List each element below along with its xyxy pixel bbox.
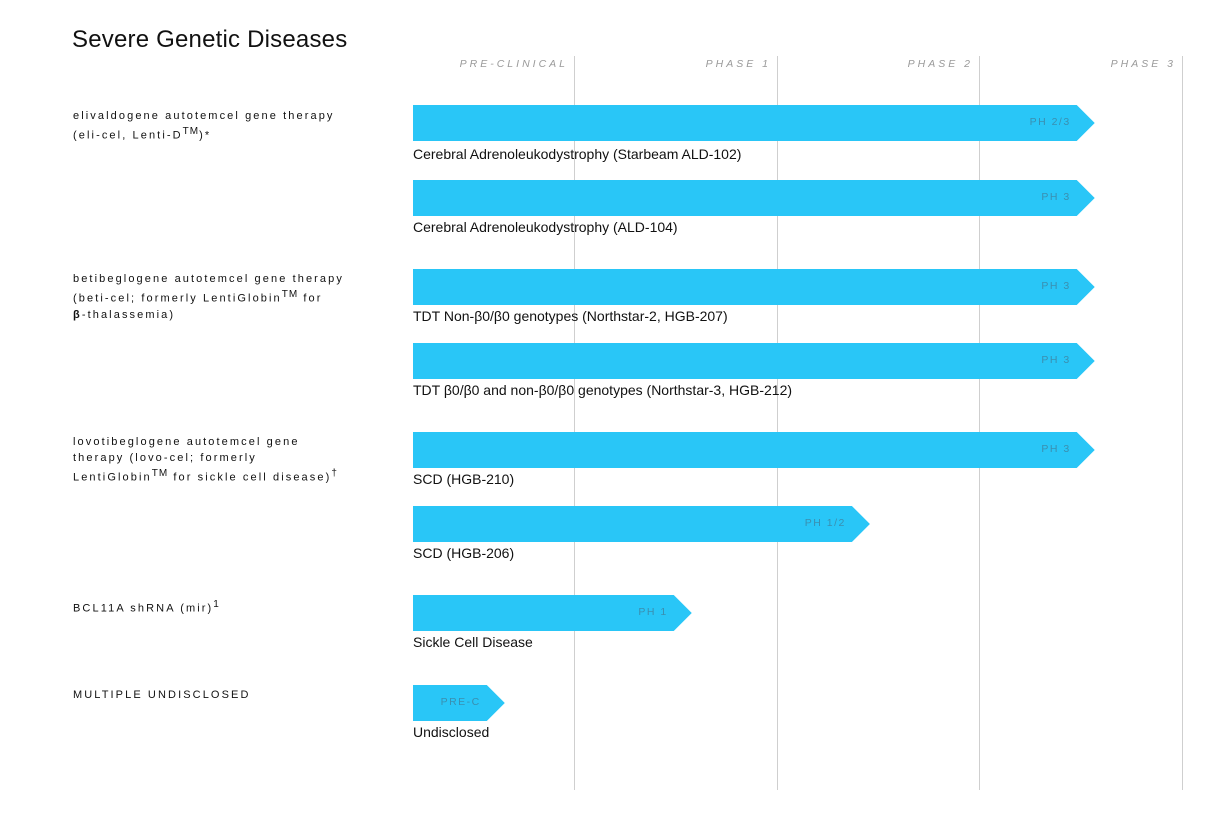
bar-shape [413, 269, 1095, 305]
bar-arrow [413, 343, 1095, 379]
drug-line: (beti-cel; formerly LentiGlobin [73, 292, 282, 305]
bar-shape [413, 506, 870, 542]
bar-shape [413, 343, 1095, 379]
bar-shape [413, 180, 1095, 216]
bar-stage-label: PH 3 [1041, 443, 1071, 455]
bar-arrow [413, 105, 1095, 141]
drug-name-bcl11a: BCL11A shRNA (mir)1 [73, 597, 220, 617]
drug-name-beti-cel: betibeglogene autotemcel gene therapy (b… [73, 271, 344, 323]
program-bar: PH 1 [413, 595, 692, 631]
indication-label: Sickle Cell Disease [413, 634, 533, 650]
footnote-mark: 1 [213, 599, 220, 610]
bar-stage-label: PH 3 [1041, 191, 1071, 203]
drug-line: elivaldogene autotemcel gene therapy [73, 110, 335, 122]
drug-line: BCL11A shRNA (mir) [73, 602, 214, 615]
drug-line: for sickle cell disease) [168, 471, 332, 484]
program-bar: PRE-C [413, 685, 505, 721]
drug-name-lovo-cel: lovotibeglogene autotemcel gene therapy … [73, 434, 338, 486]
indication-label: TDT Non-β0/β0 genotypes (Northstar-2, HG… [413, 308, 728, 324]
indication-label: Cerebral Adrenoleukodystrophy (ALD-104) [413, 219, 678, 235]
chart-title: Severe Genetic Diseases [72, 26, 348, 53]
drug-line: -thalassemia) [81, 308, 176, 321]
indication-label: SCD (HGB-206) [413, 545, 515, 561]
bar-shape [413, 595, 692, 631]
trademark-mark: TM [151, 468, 169, 479]
phase-header-phase2: PHASE 2 [907, 58, 973, 70]
bar-arrow [413, 506, 870, 542]
drug-line: for [298, 292, 323, 305]
bar-arrow [413, 269, 1095, 305]
bar-stage-label: PH 1 [638, 606, 668, 618]
trademark-mark: TM [281, 289, 299, 300]
indication-label: TDT β0/β0 and non-β0/β0 genotypes (North… [413, 382, 793, 398]
indication-label: Undisclosed [413, 724, 490, 740]
phase-header-preclinical: PRE-CLINICAL [459, 58, 568, 70]
phase-divider-4 [1182, 56, 1183, 790]
bar-stage-label: PH 3 [1041, 354, 1071, 366]
bar-arrow [413, 685, 505, 721]
phase-divider-3 [979, 56, 980, 790]
drug-line: (eli-cel, Lenti-D [73, 129, 183, 142]
bar-arrow [413, 180, 1095, 216]
drug-line: betibeglogene autotemcel gene therapy [73, 273, 344, 285]
bar-arrow [413, 432, 1095, 468]
indication-label: Cerebral Adrenoleukodystrophy (Starbeam … [413, 146, 742, 162]
program-bar: PH 3 [413, 180, 1095, 216]
drug-name-undisclosed: MULTIPLE UNDISCLOSED [73, 687, 251, 703]
program-bar: PH 3 [413, 343, 1095, 379]
bar-stage-label: PH 2/3 [1029, 116, 1071, 128]
phase-header-phase3: PHASE 3 [1110, 58, 1176, 70]
beta-symbol: β [73, 308, 82, 321]
drug-line: LentiGlobin [73, 471, 152, 484]
bar-shape [413, 432, 1095, 468]
program-bar: PH 1/2 [413, 506, 870, 542]
bar-arrow [413, 595, 692, 631]
bar-stage-label: PH 1/2 [804, 517, 846, 529]
drug-name-eli-cel: elivaldogene autotemcel gene therapy (el… [73, 108, 335, 144]
bar-shape [413, 685, 505, 721]
dagger-mark: † [331, 468, 338, 479]
phase-divider-1 [574, 56, 575, 790]
program-bar: PH 3 [413, 269, 1095, 305]
phase-header-phase1: PHASE 1 [705, 58, 771, 70]
drug-line: therapy (lovo-cel; formerly [73, 452, 257, 464]
phase-divider-2 [777, 56, 778, 790]
bar-shape [413, 105, 1095, 141]
drug-line: MULTIPLE UNDISCLOSED [73, 689, 251, 701]
trademark-mark: TM [182, 126, 200, 137]
bar-stage-label: PRE-C [440, 696, 481, 708]
program-bar: PH 2/3 [413, 105, 1095, 141]
program-bar: PH 3 [413, 432, 1095, 468]
drug-line: )* [199, 129, 212, 142]
indication-label: SCD (HGB-210) [413, 471, 515, 487]
bar-stage-label: PH 3 [1041, 280, 1071, 292]
drug-line: lovotibeglogene autotemcel gene [73, 436, 300, 448]
